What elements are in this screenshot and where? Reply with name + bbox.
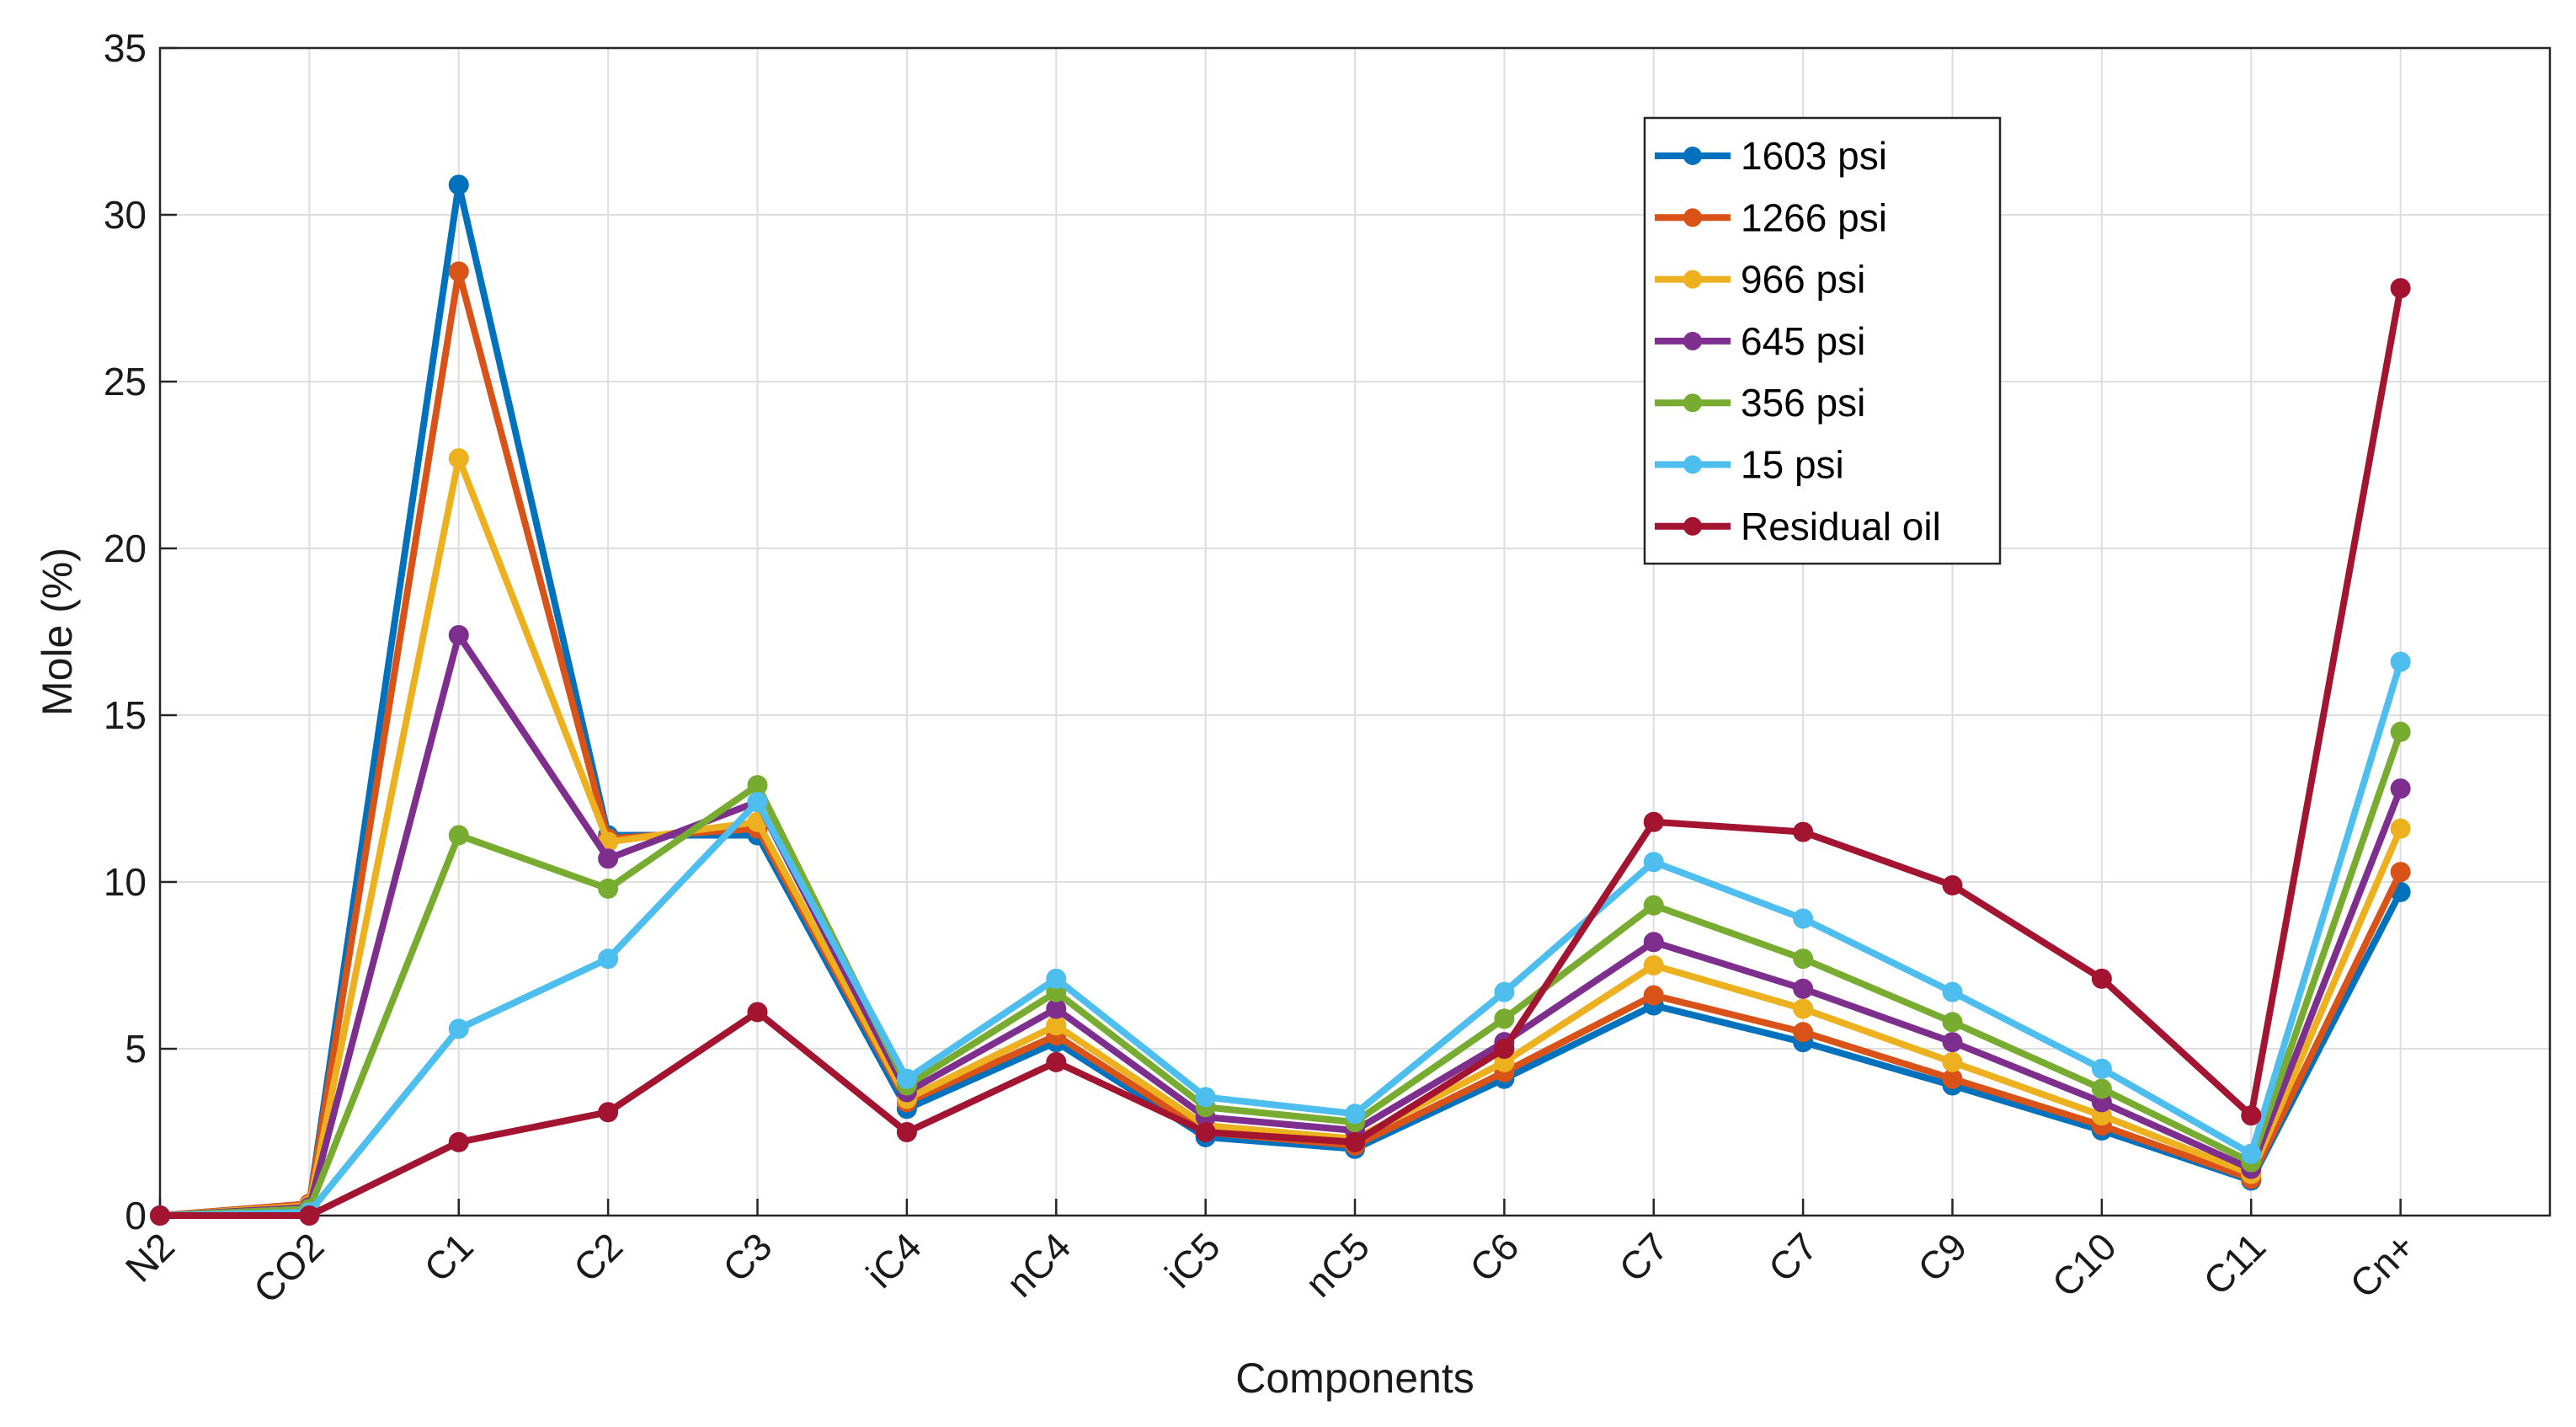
y-tick-label-3: 15 (104, 693, 147, 737)
series-4-point-10 (1643, 895, 1664, 916)
series-5-point-14 (2241, 1143, 2262, 1164)
series-6-point-3 (598, 1102, 619, 1123)
y-tick-label-2: 10 (104, 860, 147, 904)
series-5-point-7 (1195, 1087, 1216, 1108)
legend-label-4: 356 psi (1741, 381, 1865, 425)
series-3-point-3 (598, 848, 619, 869)
series-line-5 (157, 658, 2404, 1219)
series-3-point-11 (1793, 978, 1814, 999)
series-4-point-4 (747, 775, 768, 796)
series-3-point-12 (1942, 1032, 1963, 1053)
y-tick-label-0: 0 (125, 1194, 147, 1237)
series-6-point-14 (2241, 1105, 2262, 1126)
series-5 (150, 651, 2411, 1226)
legend-marker-0 (1683, 147, 1702, 165)
series-4-point-9 (1494, 1008, 1515, 1029)
series-6-point-11 (1793, 821, 1814, 842)
series-6-point-8 (1345, 1131, 1365, 1152)
series-3-point-6 (1046, 998, 1067, 1019)
y-tick-label-6: 30 (104, 193, 147, 237)
legend-label-3: 645 psi (1741, 319, 1865, 363)
series-6-point-7 (1195, 1122, 1216, 1142)
series-4-point-12 (1942, 1012, 1963, 1033)
legend-label-0: 1603 psi (1741, 134, 1887, 178)
series-5-point-6 (1046, 968, 1067, 989)
series-6-point-10 (1643, 811, 1664, 832)
series-5-point-3 (598, 949, 619, 970)
y-tick-label-5: 25 (104, 360, 147, 404)
x-axis-title: Components (1235, 1355, 1475, 1402)
legend-label-6: Residual oil (1741, 505, 1941, 548)
legend-marker-1 (1683, 208, 1702, 227)
legend-marker-6 (1683, 516, 1702, 536)
series-line-6 (157, 285, 2404, 1219)
series-1-point-12 (1942, 1068, 1963, 1089)
series-2-point-11 (1793, 998, 1814, 1019)
legend-marker-5 (1683, 455, 1702, 474)
series-4-point-11 (1793, 949, 1814, 970)
y-axis-title: Mole (%) (34, 548, 81, 716)
series-line-2 (157, 455, 2404, 1219)
series-lines (150, 174, 2411, 1226)
legend-label-1: 1266 psi (1741, 195, 1887, 239)
series-4-point-15 (2390, 721, 2411, 742)
series-1-point-2 (448, 261, 469, 282)
series-5-point-12 (1942, 981, 1963, 1002)
y-tick-label-1: 5 (125, 1027, 147, 1071)
legend-label-5: 15 psi (1741, 443, 1844, 487)
series-2-point-10 (1643, 955, 1664, 975)
series-1-point-10 (1643, 985, 1664, 1006)
series-5-point-4 (747, 791, 768, 812)
y-tick-label-4: 20 (104, 526, 147, 570)
series-1-point-15 (2390, 862, 2411, 883)
series-5-point-8 (1345, 1104, 1365, 1125)
y-tick-label-7: 35 (104, 26, 147, 70)
series-5-point-5 (896, 1068, 917, 1089)
legend-marker-3 (1683, 331, 1702, 350)
series-line-3 (157, 631, 2404, 1219)
series-5-point-11 (1793, 908, 1814, 929)
legend-marker-4 (1683, 393, 1702, 413)
series-6-point-12 (1942, 874, 1963, 895)
series-4-point-13 (2091, 1078, 2112, 1099)
series-5-point-13 (2091, 1058, 2112, 1079)
series-6-point-15 (2390, 278, 2411, 299)
series-6 (150, 278, 2411, 1226)
series-6-point-5 (896, 1122, 917, 1142)
series-3-point-10 (1643, 932, 1664, 953)
series-line-0 (157, 181, 2404, 1219)
series-6-point-6 (1046, 1051, 1067, 1072)
series-5-point-9 (1494, 981, 1515, 1002)
series-6-point-0 (150, 1205, 170, 1226)
series-1-point-11 (1793, 1022, 1814, 1043)
series-6-point-4 (747, 1002, 768, 1023)
series-3-point-2 (448, 624, 469, 645)
series-0-point-2 (448, 174, 469, 195)
series-6-point-2 (448, 1131, 469, 1152)
series-2-point-6 (1046, 1015, 1067, 1036)
series-4-point-3 (598, 878, 619, 899)
series-5-point-10 (1643, 852, 1664, 873)
series-6-point-9 (1494, 1039, 1515, 1059)
series-5-point-15 (2390, 651, 2411, 672)
series-4-point-2 (448, 825, 469, 846)
legend-label-2: 966 psi (1741, 258, 1865, 302)
series-3-point-15 (2390, 778, 2411, 799)
legend-marker-2 (1683, 270, 1702, 289)
series-2-point-12 (1942, 1051, 1963, 1072)
series-2-point-2 (448, 448, 469, 469)
series-line-4 (157, 728, 2404, 1219)
legend: 1603 psi 1266 psi 966 psi 645 psi 356 psi 15 … (1643, 116, 2002, 565)
series-5-point-2 (448, 1018, 469, 1040)
series-2-point-15 (2390, 818, 2411, 839)
series-6-point-1 (299, 1205, 320, 1226)
series-6-point-13 (2091, 968, 2112, 989)
